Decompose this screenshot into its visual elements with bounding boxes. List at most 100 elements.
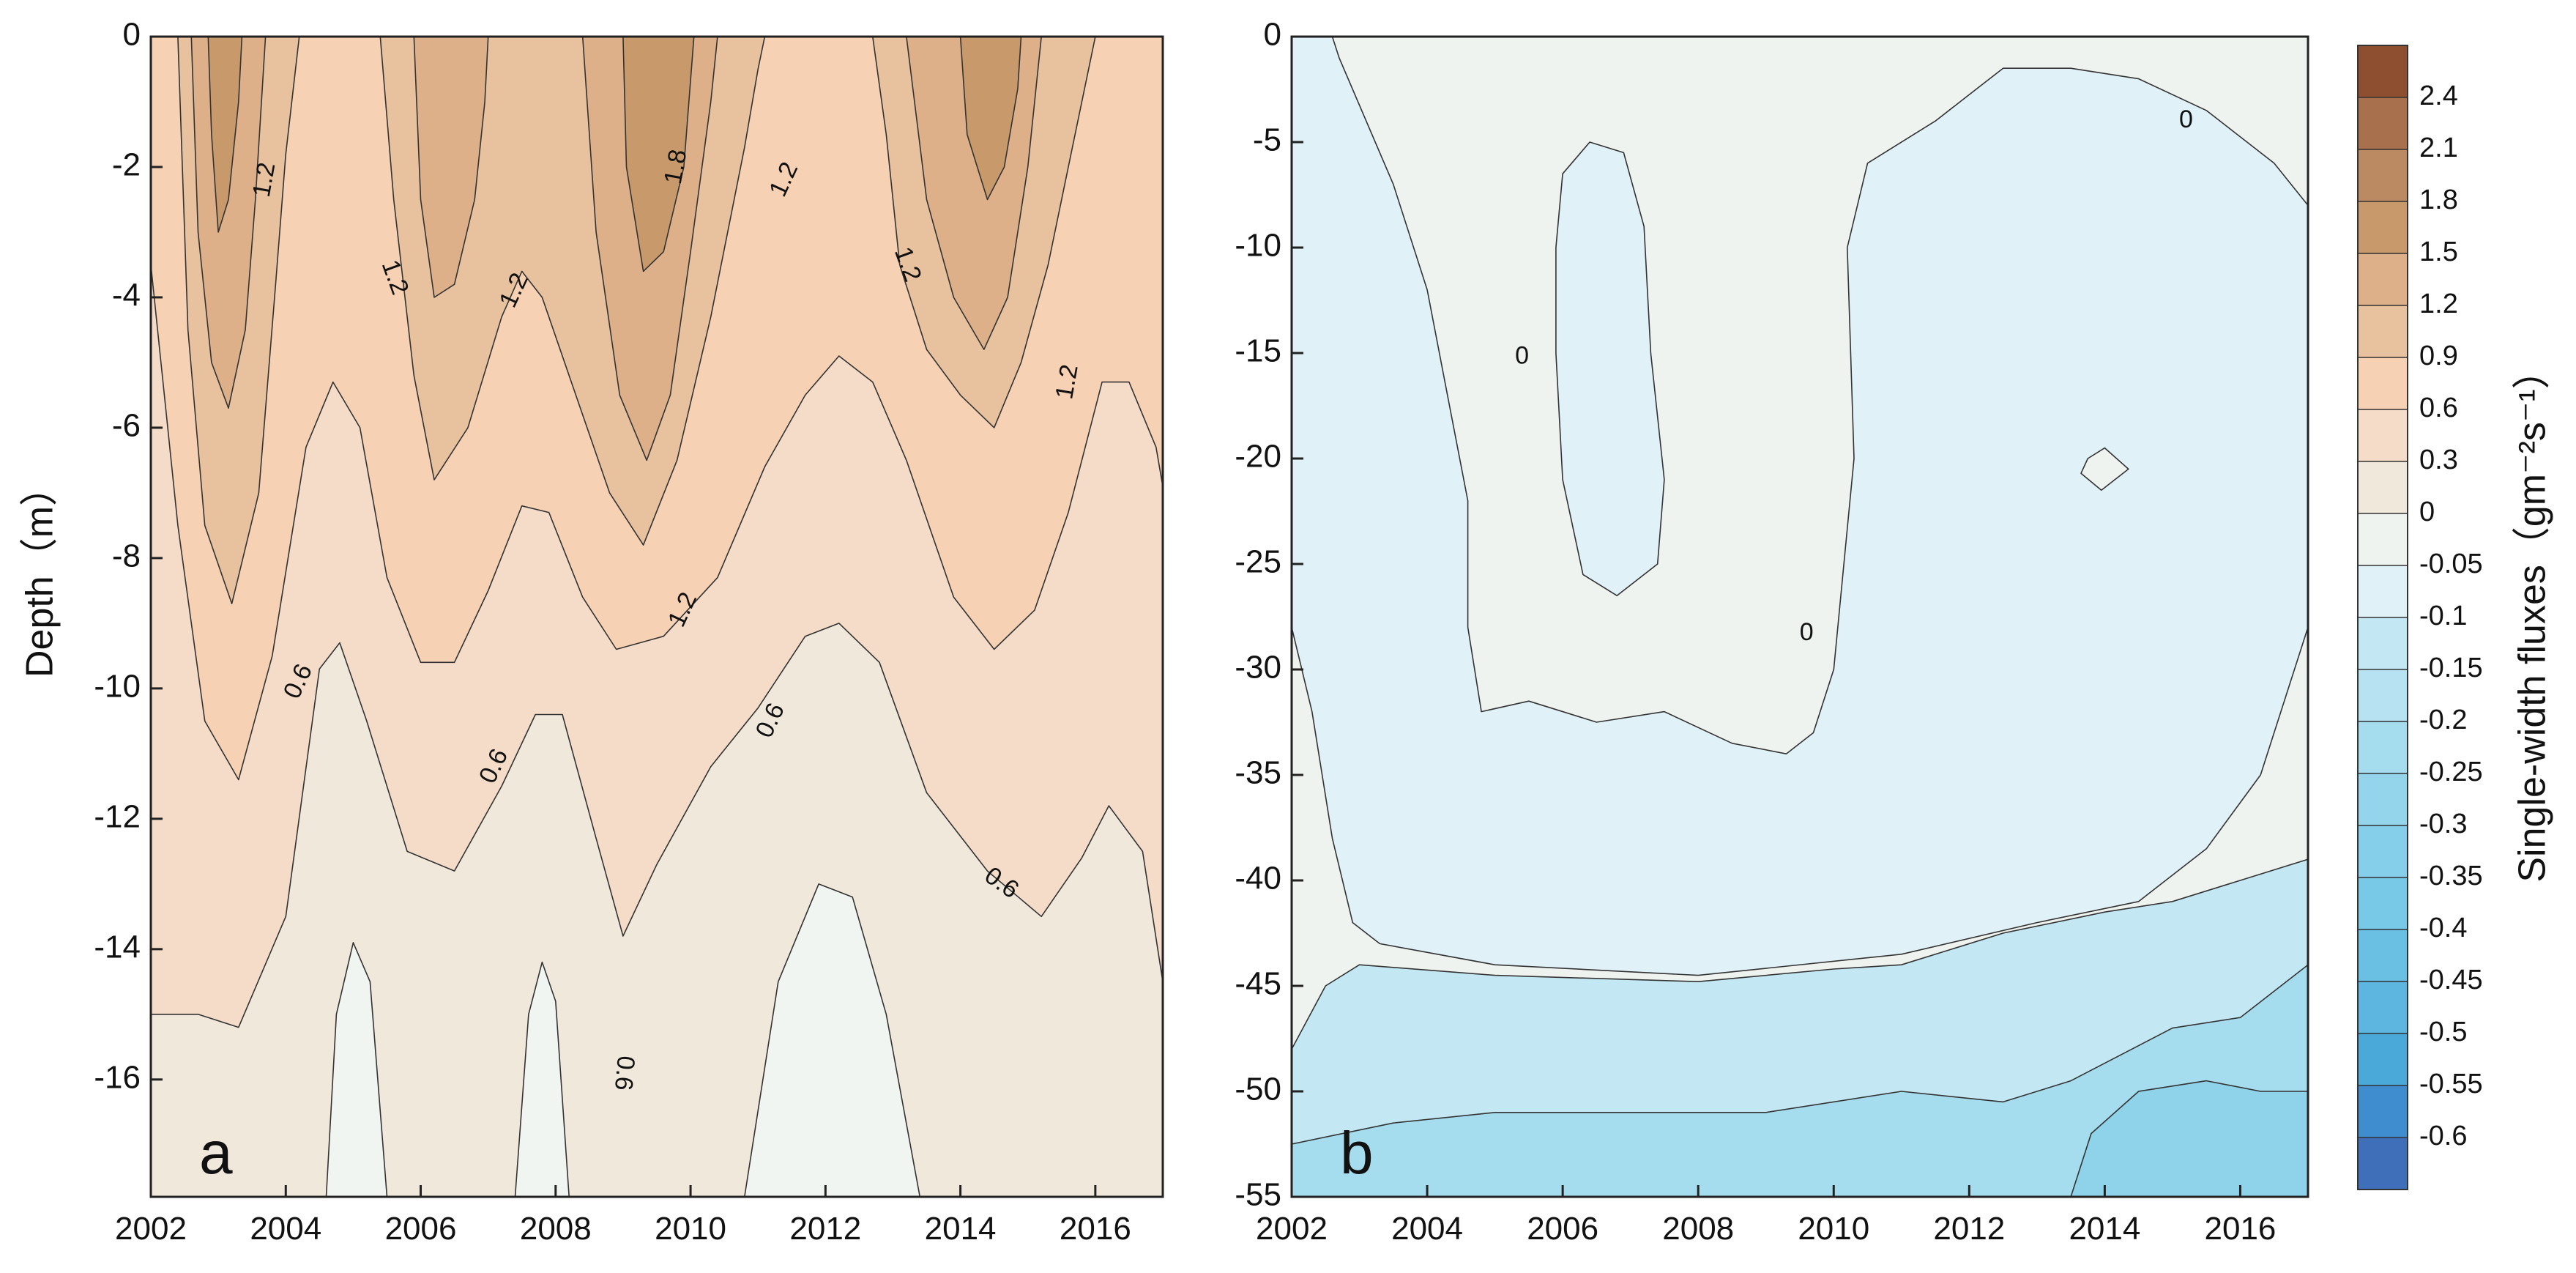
colorbar-swatch — [2358, 877, 2408, 930]
contour-region — [1292, 37, 2308, 976]
y-tick-label: -55 — [1235, 1177, 1281, 1213]
x-tick-label: 2008 — [520, 1211, 592, 1247]
colorbar-tick-label: 0.3 — [2419, 445, 2458, 475]
x-tick-label: 2002 — [1256, 1211, 1328, 1247]
colorbar-swatch — [2358, 1085, 2408, 1138]
plot-frame — [1290, 35, 2309, 1198]
contour-label: 0 — [2179, 105, 2193, 133]
colorbar-tick-label: 0.6 — [2419, 393, 2458, 423]
colorbar-tick-label: 1.8 — [2419, 185, 2458, 215]
colorbar-tick-label: -0.25 — [2419, 757, 2483, 787]
colorbar-swatch — [2358, 669, 2408, 722]
contour-label: 0.6 — [609, 1055, 640, 1091]
panel-b-contour-plot: 0 0 0 2002 2004 2006 2008 2010 2012 2014 2016 0 -5 -1… — [1235, 17, 2309, 1247]
colorbar-tick-label: 1.5 — [2419, 237, 2458, 267]
y-tick-label: -10 — [94, 669, 141, 705]
x-tick-label: 2004 — [1391, 1211, 1463, 1247]
x-tick-label: 2012 — [1933, 1211, 2005, 1247]
colorbar-tick-label: 2.1 — [2419, 133, 2458, 163]
colorbar-swatch — [2358, 929, 2408, 982]
y-tick-label: -16 — [94, 1059, 141, 1095]
y-tick-label: -12 — [94, 798, 141, 834]
x-tick-label: 2016 — [1060, 1211, 1131, 1247]
contour-region — [325, 942, 388, 1197]
y-tick-label: -45 — [1235, 966, 1281, 1002]
contour-region — [1555, 141, 1665, 597]
colorbar-swatch — [2358, 409, 2408, 462]
colorbar-tick-label: 0.9 — [2419, 341, 2458, 371]
colorbar-tick-label: -0.35 — [2419, 861, 2483, 891]
contour-region — [2070, 1080, 2308, 1197]
colorbar-tick-label: -0.2 — [2419, 705, 2467, 735]
colorbar-swatch — [2358, 1033, 2408, 1086]
colorbar-swatch — [2358, 825, 2408, 878]
colorbar-swatch — [2358, 461, 2408, 514]
x-tick-label: 2008 — [1662, 1211, 1734, 1247]
colorbar-swatch — [2358, 201, 2408, 254]
colorbar-title: Single-width fluxes（gm⁻²s⁻¹） — [2512, 351, 2554, 882]
y-tick-label: -2 — [112, 147, 141, 183]
y-tick-label: 0 — [123, 17, 141, 53]
y-tick-label: -4 — [112, 278, 141, 313]
y-tick-label: -6 — [112, 408, 141, 444]
colorbar-swatch — [2358, 45, 2408, 98]
colorbar-swatch — [2358, 617, 2408, 670]
x-tick-label: 2002 — [115, 1211, 187, 1247]
plot-area: 0 0 0 — [1292, 37, 2308, 1197]
x-tick-label: 2014 — [2069, 1211, 2140, 1247]
colorbar-tick-label: 2.4 — [2419, 81, 2458, 111]
panel-a-contour-plot: 1.21.2 1.21.8 1.21.21.21.20.60.60.60.60.6 2… — [19, 17, 1164, 1247]
colorbar-swatch — [2358, 149, 2408, 202]
colorbar-tick-label: -0.05 — [2419, 549, 2483, 579]
contour-region — [622, 37, 695, 272]
colorbar-swatch — [2358, 513, 2408, 566]
colorbar: 2.4 2.1 1.8 1.5 1.2 0.9 0.6 0.3 0 -0.05 -0.1 -0.15 -… — [2357, 45, 2554, 1190]
x-tick-label: 2006 — [1527, 1211, 1598, 1247]
colorbar-tick-label: -0.6 — [2419, 1121, 2467, 1151]
contour-label: 0 — [1800, 618, 1814, 646]
colorbar-tick-label: -0.55 — [2419, 1069, 2483, 1099]
colorbar-swatch — [2358, 773, 2408, 826]
contour-region — [1292, 964, 2308, 1197]
y-tick-label: -8 — [112, 538, 141, 574]
y-tick-label: -14 — [94, 929, 141, 965]
x-tick-label: 2010 — [1798, 1211, 1869, 1247]
contour-region — [2080, 447, 2129, 491]
colorbar-swatch — [2358, 981, 2408, 1034]
contour-region — [743, 883, 921, 1197]
y-tick-label: -40 — [1235, 861, 1281, 897]
plot-area: 1.21.2 1.21.8 1.21.21.21.20.60.60.60.60.6 — [151, 37, 1163, 1197]
colorbar-tick-label: -0.3 — [2419, 809, 2467, 839]
y-tick-label: -15 — [1235, 333, 1281, 369]
colorbar-swatch — [2358, 97, 2408, 150]
x-tick-label: 2006 — [385, 1211, 457, 1247]
contour-region — [959, 37, 1022, 201]
y-tick-label: -5 — [1253, 122, 1281, 158]
colorbar-tick-label: -0.4 — [2419, 913, 2467, 943]
y-tick-label: -35 — [1235, 755, 1281, 791]
contour-region — [514, 961, 570, 1197]
y-tick-label: 0 — [1264, 17, 1281, 53]
colorbar-swatch — [2358, 721, 2408, 774]
x-tick-label: 2014 — [925, 1211, 997, 1247]
colorbar-swatch — [2358, 253, 2408, 306]
y-tick-label: -25 — [1235, 544, 1281, 580]
plot-frame — [149, 35, 1164, 1198]
panel-label: b — [1340, 1120, 1374, 1187]
y-tick-label: -20 — [1235, 439, 1281, 475]
colorbar-swatch — [2358, 565, 2408, 618]
colorbar-swatch — [2358, 357, 2408, 410]
y-axis-title: Depth（m） — [19, 468, 62, 678]
colorbar-tick-label: -0.45 — [2419, 965, 2483, 995]
contour-label: 1.8 — [659, 147, 693, 186]
colorbar-tick-label: 1.2 — [2419, 289, 2458, 319]
contour-region — [207, 37, 243, 233]
panel-label: a — [199, 1120, 233, 1187]
colorbar-swatch — [2358, 1137, 2408, 1190]
x-tick-label: 2004 — [250, 1211, 321, 1247]
x-tick-label: 2010 — [655, 1211, 726, 1247]
colorbar-tick-label: -0.1 — [2419, 601, 2467, 631]
colorbar-swatch — [2358, 305, 2408, 358]
y-tick-label: -50 — [1235, 1072, 1281, 1107]
